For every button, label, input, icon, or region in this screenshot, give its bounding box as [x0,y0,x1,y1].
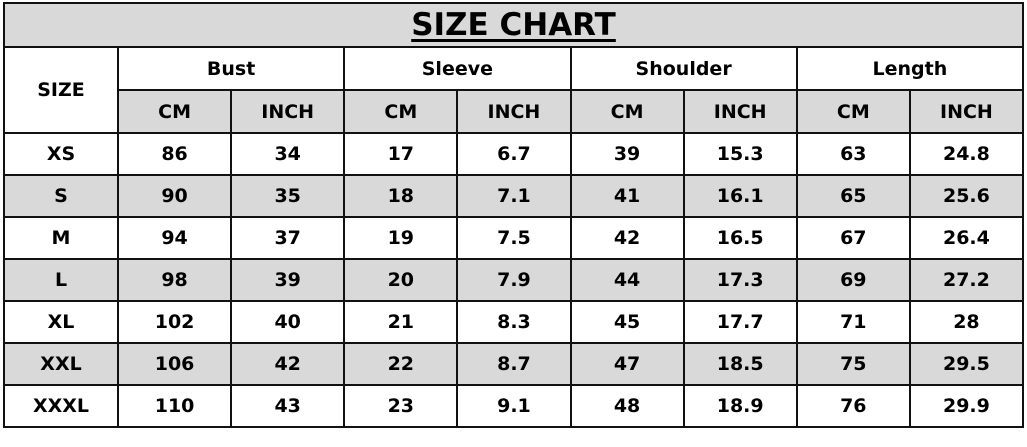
table-cell: 7.5 [456,216,572,260]
table-cell: 75 [795,342,911,386]
size-label: XL [3,300,119,344]
size-header: SIZE [3,46,119,134]
table-cell: 8.7 [456,342,572,386]
table-cell: 17.3 [682,258,798,302]
table-cell: 8.3 [456,300,572,344]
table-cell: 39 [230,258,346,302]
table-cell: 18 [343,174,459,218]
table-cell: 6.7 [456,132,572,176]
chart-title: SIZE CHART [3,2,1024,48]
group-header-shoulder: Shoulder [569,46,798,91]
table-cell: 16.1 [682,174,798,218]
table-cell: 43 [230,384,346,428]
table-row: L 98 39 20 7.9 44 17.3 69 27.2 [3,258,1025,302]
group-header-bust: Bust [116,46,346,91]
table-row: XS 86 34 17 6.7 39 15.3 63 24.8 [3,132,1025,176]
size-label: L [3,258,119,302]
table-cell: 47 [569,342,685,386]
table-cell: 37 [230,216,346,260]
table-cell: 44 [569,258,685,302]
table-cell: 28 [908,300,1025,344]
table-cell: 19 [343,216,459,260]
table-cell: 18.5 [682,342,798,386]
table-cell: 29.9 [908,384,1025,428]
table-row: S 90 35 18 7.1 41 16.1 65 25.6 [3,174,1025,218]
table-cell: 76 [795,384,911,428]
group-header-length: Length [795,46,1025,91]
unit-header-cm: CM [116,89,233,134]
table-cell: 7.1 [456,174,572,218]
table-cell: 71 [795,300,911,344]
table-cell: 17.7 [682,300,798,344]
table-cell: 23 [343,384,459,428]
size-label: M [3,216,119,260]
table-cell: 39 [569,132,685,176]
table-cell: 65 [795,174,911,218]
table-cell: 106 [116,342,233,386]
table-cell: 26.4 [908,216,1025,260]
table-cell: 45 [569,300,685,344]
table-cell: 17 [343,132,459,176]
unit-header-inch: INCH [230,89,346,134]
table-cell: 21 [343,300,459,344]
table-cell: 16.5 [682,216,798,260]
table-cell: 24.8 [908,132,1025,176]
table-cell: 25.6 [908,174,1025,218]
table-cell: 7.9 [456,258,572,302]
table-cell: 86 [116,132,233,176]
unit-header-inch: INCH [682,89,798,134]
table-cell: 42 [230,342,346,386]
table-cell: 63 [795,132,911,176]
table-cell: 42 [569,216,685,260]
table-cell: 41 [569,174,685,218]
unit-header-cm: CM [343,89,459,134]
table-cell: 18.9 [682,384,798,428]
table-cell: 15.3 [682,132,798,176]
table-cell: 102 [116,300,233,344]
table-cell: 34 [230,132,346,176]
table-row: XXL 106 42 22 8.7 47 18.5 75 29.5 [3,342,1025,386]
size-label: XXL [3,342,119,386]
table-cell: 35 [230,174,346,218]
table-cell: 67 [795,216,911,260]
table-cell: 94 [116,216,233,260]
table-cell: 69 [795,258,911,302]
table-cell: 27.2 [908,258,1025,302]
table-cell: 9.1 [456,384,572,428]
table-cell: 20 [343,258,459,302]
table-cell: 22 [343,342,459,386]
unit-header-inch: INCH [456,89,572,134]
table-row: M 94 37 19 7.5 42 16.5 67 26.4 [3,216,1025,260]
table-cell: 40 [230,300,346,344]
table-cell: 90 [116,174,233,218]
table-cell: 48 [569,384,685,428]
unit-header-cm: CM [569,89,685,134]
table-cell: 98 [116,258,233,302]
size-label: XXXL [3,384,119,428]
table-cell: 29.5 [908,342,1025,386]
table-row: XL 102 40 21 8.3 45 17.7 71 28 [3,300,1025,344]
unit-header-cm: CM [795,89,911,134]
unit-header-inch: INCH [908,89,1025,134]
table-cell: 110 [116,384,233,428]
size-label: XS [3,132,119,176]
size-chart-table: SIZE CHART SIZE Bust Sleeve Shoulder Length… [3,2,1025,428]
size-label: S [3,174,119,218]
table-row: XXXL 110 43 23 9.1 48 18.9 76 29.9 [3,384,1025,428]
group-header-sleeve: Sleeve [343,46,572,91]
